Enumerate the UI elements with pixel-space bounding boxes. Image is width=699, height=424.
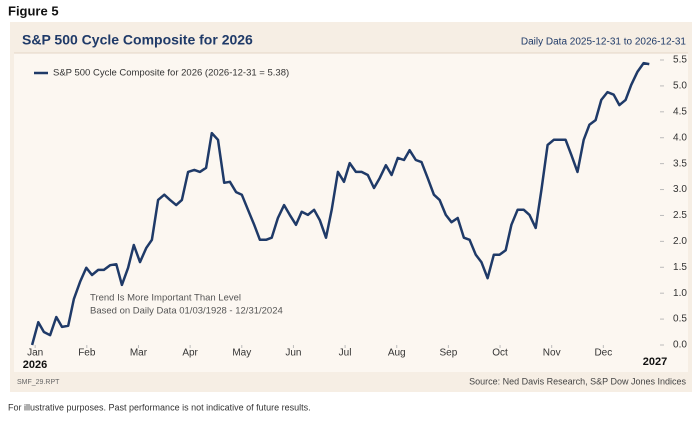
y-tick-label: 5.5 [673,55,687,66]
y-tick-label: 5.0 [673,81,687,92]
y-tick-label: 4.0 [673,132,687,143]
x-tick-label: Nov [543,348,561,359]
y-tick-label: 1.0 [673,288,687,299]
x-tick-label: Jan [27,348,43,359]
annotation: Trend Is More Important Than Level [90,293,241,304]
x-tick-label: Sep [439,348,457,359]
plot-area [14,53,688,372]
report-id: SMF_29.RPT [17,379,60,386]
x-tick-label: May [232,348,251,359]
source: Source: Ned Davis Research, S&P Dow Jone… [469,376,686,386]
annotation: Based on Daily Data 01/03/1928 - 12/31/2… [90,306,283,317]
series-line [30,61,650,346]
y-tick-label: 0.5 [673,314,687,325]
x-tick-label: Mar [130,348,148,359]
figure-label: Figure 5 [8,3,59,18]
chart-title: S&P 500 Cycle Composite for 2026 [22,32,253,48]
x-tick-label: Feb [78,348,96,359]
year-label: 2026 [23,359,47,371]
footnote: For illustrative purposes. Past performa… [8,402,311,412]
x-tick-label: Jun [285,348,301,359]
x-tick-label: Aug [388,348,406,359]
year-label: 2027 [643,356,667,368]
y-tick-label: 4.5 [673,106,687,117]
y-tick-label: 3.0 [673,184,687,195]
y-tick-label: 2.5 [673,210,687,221]
legend-label: S&P 500 Cycle Composite for 2026 (2026-1… [53,68,289,79]
x-tick-label: Apr [182,348,198,359]
x-tick-label: Oct [492,348,508,359]
x-tick-label: Dec [594,348,612,359]
y-tick-label: 1.5 [673,262,687,273]
chart-subtitle: Daily Data 2025-12-31 to 2026-12-31 [521,37,687,48]
y-tick-label: 0.0 [673,340,687,351]
x-tick-label: Jul [339,348,352,359]
y-tick-label: 3.5 [673,158,687,169]
y-tick-label: 2.0 [673,236,687,247]
